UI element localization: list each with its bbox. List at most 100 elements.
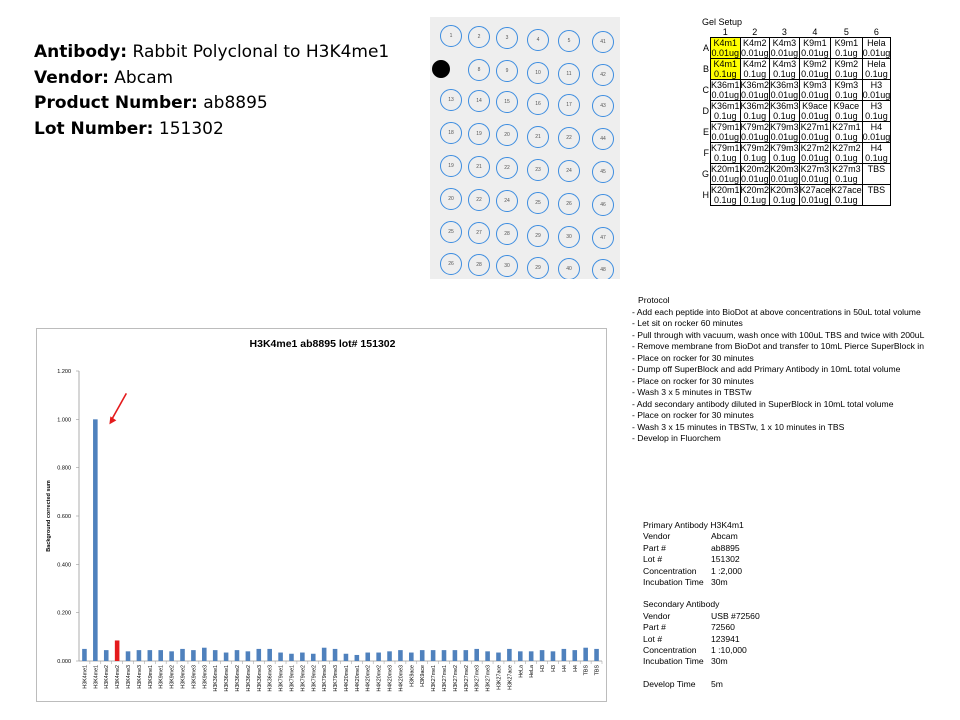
gel-cell: K79m1 0.01ug (710, 121, 741, 143)
gel-cell-peptide: K9m2 (834, 59, 859, 69)
bar (202, 647, 207, 661)
gel-cell: K27ace 0.01ug (798, 184, 832, 206)
gel-cell: K36m3 0.1ug (769, 100, 800, 122)
gel-cell-peptide: K79m3 (770, 122, 799, 132)
x-tick-label: H4K20me2 (366, 665, 372, 692)
gel-cell-amount (863, 195, 891, 205)
gel-cell-peptide: H4 (870, 143, 883, 153)
x-tick-label: H3K9ace (420, 665, 426, 687)
gel-cell-amount: 0.01ug (862, 48, 891, 58)
x-tick-label: H3K27me1 (442, 665, 448, 692)
gel-cell-peptide: K9ace (833, 101, 860, 111)
gel-cell-amount: 0.01ug (741, 132, 769, 142)
bar (496, 652, 501, 661)
bar (300, 652, 305, 661)
gel-cell-amount: 0.1ug (835, 90, 858, 100)
blot-dot: 21 (527, 125, 549, 148)
gel-cell: TBS (861, 163, 892, 185)
gel-cell-peptide: K20m3 (770, 164, 799, 174)
bar (310, 653, 316, 661)
primary-info-label: Concentration (643, 565, 697, 576)
blot-dot: 23 (527, 158, 549, 181)
blot-dot (432, 60, 450, 78)
gel-cell-amount: 0.01ug (741, 174, 769, 184)
gel-cell-peptide: K9m1 (803, 38, 827, 48)
bar (267, 648, 272, 661)
gel-cell-peptide: K27ace (831, 185, 862, 195)
bar (289, 653, 294, 661)
primary-info-row: Concentration 1 :2,000 (643, 566, 760, 577)
blot-dot: 30 (496, 255, 518, 278)
chart-svg: H3K4me1 ab8895 lot# 151302 Background cor… (46, 338, 603, 692)
gel-cell: Hela 0.1ug (861, 58, 892, 80)
bar (463, 650, 469, 661)
x-tick-label: H3K27me3 (475, 665, 481, 692)
gel-cell: K4m1 0.01ug (710, 37, 741, 59)
gel-cell-peptide: K4m3 (772, 59, 797, 69)
gel-cell: K79m3 0.1ug (769, 142, 800, 164)
gel-cell-amount: 0.1ug (714, 111, 737, 121)
x-tick-label: TBS (584, 665, 590, 676)
gel-row-label: F (703, 148, 710, 158)
x-tick-label: H3 (540, 665, 546, 672)
gel-cell: K9m1 0.1ug (830, 37, 863, 59)
gel-column-header: 2 (752, 27, 758, 37)
gel-cell-amount: 0.01ug (801, 90, 829, 100)
x-tick-label: H3K36me2 (235, 665, 241, 692)
protocol-step: Remove membrane from BioDot and transfer… (632, 341, 960, 353)
blot-dot: 28 (496, 223, 518, 246)
gel-row: E K79m1 0.01ug K79m2 0.01ug K79m3 0.01ug K27m1 0… (702, 121, 892, 143)
blot-dot: 19 (440, 155, 462, 177)
gel-cell-peptide: K36m3 (770, 80, 799, 90)
gel-cell-peptide: K4m2 (743, 38, 767, 48)
gel-cell-amount: 0.1ug (743, 195, 767, 205)
gel-cell-amount: 0.01ug (741, 48, 769, 58)
bar (223, 652, 229, 661)
x-tick-label: H3K27me1 (431, 665, 437, 692)
bar (572, 650, 578, 661)
y-tick-label: 0.800 (57, 466, 71, 472)
y-tick-label: 0.200 (57, 611, 71, 617)
x-tick-label: H3K79me3 (322, 665, 328, 692)
gel-row-label: B (703, 64, 710, 74)
gel-cell: K9m3 0.01ug (798, 79, 832, 101)
x-tick-label: H3K4me3 (137, 665, 143, 689)
gel-cell-peptide: H3 (870, 101, 883, 111)
protocol-step: Develop in Fluorchem (632, 433, 960, 445)
gel-cell-peptide: K20m1 (711, 185, 740, 195)
gel-cell-peptide: K9m2 (803, 59, 827, 69)
blot-dot: 29 (527, 256, 549, 279)
blot-dot: 15 (496, 91, 518, 114)
secondary-info-row: Lot # 123941 (643, 634, 760, 645)
x-tick-label: H4K20me2 (377, 665, 383, 692)
protocol-step: Let sit on rocker 60 minutes (632, 318, 960, 330)
gel-cell-amount: 0.1ug (714, 69, 737, 79)
gel-cell: K27m1 0.01ug (798, 121, 832, 143)
blot-dot: 44 (592, 128, 614, 150)
protocol: Protocol Add each peptide into BioDot at… (632, 295, 960, 445)
x-tick-label: HeLa (518, 665, 524, 678)
secondary-info-value: 123941 (711, 633, 740, 644)
bar (387, 651, 392, 661)
develop-time-value: 5m (711, 678, 723, 689)
x-tick-label: H3K9ace (409, 665, 415, 687)
protocol-steps: Add each peptide into BioDot at above co… (632, 307, 960, 445)
gel-row: D K36m1 0.1ug K36m2 0.1ug K36m3 0.1ug K9ace 0.01… (702, 100, 892, 122)
blot-dot: 21 (468, 156, 490, 179)
x-tick-label: H3K36me3 (268, 665, 274, 692)
primary-info-row: Vendor Abcam (643, 531, 760, 542)
x-tick-label: H4K20me3 (388, 665, 394, 692)
x-tick-label: H3K79me2 (300, 665, 306, 692)
secondary-title: Secondary Antibody (643, 599, 720, 610)
gel-cell: K4m2 0.1ug (739, 58, 771, 80)
bar (343, 653, 349, 661)
bar-chart: H3K4me1 ab8895 lot# 151302 Background cor… (36, 328, 607, 702)
bar (278, 652, 283, 661)
gel-row-label: H (702, 190, 710, 200)
gel-cell-amount: 0.01ug (801, 69, 829, 79)
y-tick-label: 0.400 (57, 562, 71, 568)
gel-cell-peptide: K9ace (802, 101, 828, 111)
blot-dot: 13 (440, 89, 462, 111)
annotation-arrow-shaft (111, 392, 128, 419)
lot-value: 151302 (158, 118, 224, 139)
